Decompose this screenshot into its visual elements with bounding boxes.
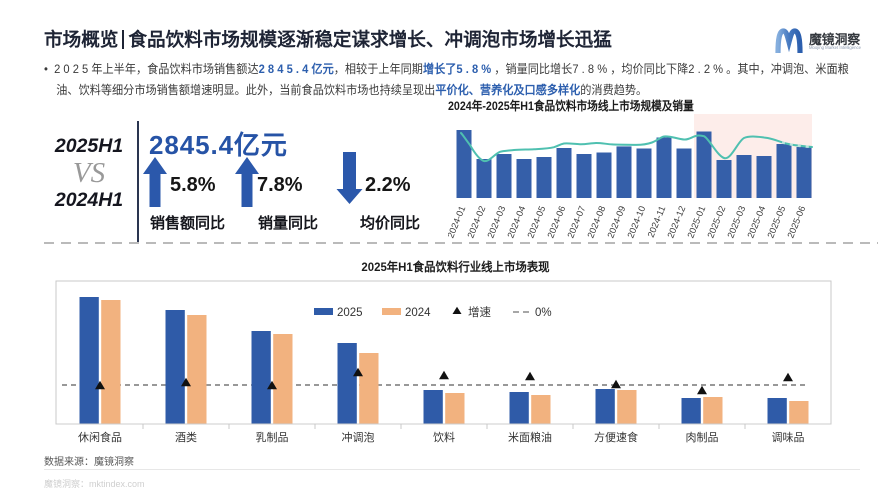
svg-text:0%: 0%: [535, 307, 552, 319]
svg-text:2024-12: 2024-12: [665, 205, 687, 240]
svg-text:2024-01: 2024-01: [448, 205, 467, 240]
svg-text:2024-09: 2024-09: [605, 205, 627, 240]
svg-text:2024-04: 2024-04: [505, 205, 527, 240]
svg-text:2024-08: 2024-08: [585, 205, 607, 240]
svg-text:2025-03: 2025-03: [725, 205, 747, 240]
svg-text:2024: 2024: [405, 307, 431, 319]
svg-text:饮料: 饮料: [433, 430, 455, 444]
svg-text:酒类: 酒类: [175, 430, 197, 444]
svg-text:休闲食品: 休闲食品: [78, 430, 122, 444]
svg-text:2024-03: 2024-03: [485, 205, 507, 240]
svg-text:方便速食: 方便速食: [594, 430, 638, 444]
svg-text:调味品: 调味品: [772, 431, 805, 444]
svg-text:2024-11: 2024-11: [646, 205, 668, 239]
svg-text:2024-07: 2024-07: [565, 205, 587, 240]
svg-text:2025-02: 2025-02: [705, 205, 727, 240]
svg-text:肉制品: 肉制品: [686, 431, 719, 444]
svg-text:2025-04: 2025-04: [745, 205, 767, 240]
svg-text:冲调泡: 冲调泡: [342, 430, 375, 444]
svg-text:2025-01: 2025-01: [685, 205, 707, 240]
svg-text:2025: 2025: [337, 307, 363, 319]
svg-text:增速: 增速: [468, 305, 491, 319]
svg-text:米面粮油: 米面粮油: [508, 430, 552, 444]
svg-text:2024-02: 2024-02: [465, 205, 487, 240]
svg-text:2025-05: 2025-05: [765, 205, 787, 240]
svg-text:2025-06: 2025-06: [785, 205, 807, 240]
svg-text:乳制品: 乳制品: [256, 431, 289, 444]
svg-text:2024-05: 2024-05: [525, 205, 547, 240]
svg-text:2024-06: 2024-06: [545, 205, 567, 240]
svg-text:2024-10: 2024-10: [625, 205, 647, 240]
